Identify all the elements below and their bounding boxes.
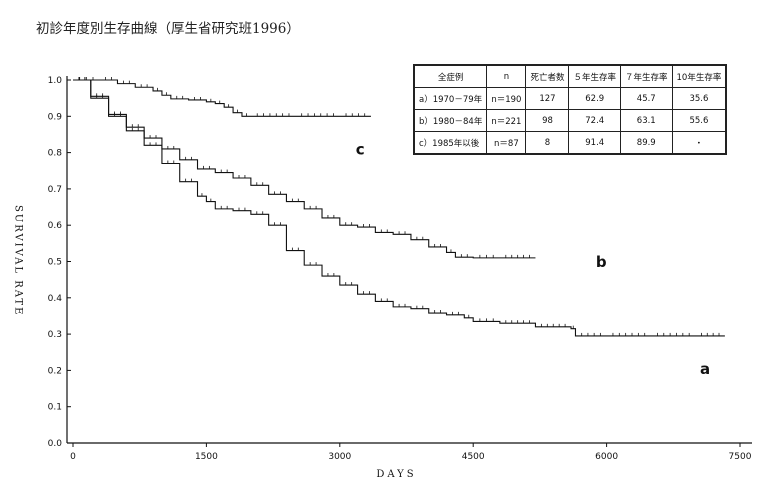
y-tick-label: 0.9 xyxy=(48,112,63,122)
x-axis-label: DAYS xyxy=(376,469,416,480)
y-tick-label: 0.0 xyxy=(48,439,63,449)
table-cell-y7: 89.9 xyxy=(620,131,673,155)
x-tick-label: 1500 xyxy=(195,452,218,462)
table-cell-y5: 62.9 xyxy=(568,87,621,110)
table-cell-y7: 63.1 xyxy=(620,109,673,132)
chart-ticks: 0.0 0.1 0.2 0.3 0.4 0.5 0.6 0.7 0.8 0.9 1.0 0 1500 30… xyxy=(48,76,752,462)
table-header-cell: n xyxy=(486,64,527,88)
page-title: 初診年度別生存曲線（厚生省研究班1996） xyxy=(36,21,300,37)
table-cell-y7: 45.7 xyxy=(620,87,673,110)
table-cell-n: n＝221 xyxy=(486,109,527,132)
table-cell-group: c）1985年以後 xyxy=(413,131,488,155)
x-tick-label: 0 xyxy=(70,452,76,462)
series-line-a xyxy=(73,79,725,337)
table-row: c）1985年以後 n＝87 8 91.4 89.9 ・ xyxy=(413,131,727,155)
y-tick-label: 1.0 xyxy=(48,76,63,86)
chart-labels: DAYS SURVIVAL RATE a b c xyxy=(13,140,711,480)
table-row: a）1970－79年 n＝190 127 62.9 45.7 35.6 xyxy=(413,87,727,110)
table-cell-deaths: 8 xyxy=(525,131,570,155)
survival-stats-table: 全症例 n 死亡者数 ５年生存率 ７年生存率 10年生存率 a）1970－79年… xyxy=(413,64,728,155)
chart-axes xyxy=(66,76,752,444)
y-tick-label: 0.7 xyxy=(48,185,62,195)
table-header-cell: ５年生存率 xyxy=(568,64,621,88)
table-cell-n: n＝87 xyxy=(486,131,527,155)
table-header-cell: 10年生存率 xyxy=(671,64,727,88)
series-line-b xyxy=(73,79,536,259)
table-header-row: 全症例 n 死亡者数 ５年生存率 ７年生存率 10年生存率 xyxy=(413,64,727,88)
y-tick-label: 0.6 xyxy=(48,221,63,231)
y-tick-label: 0.1 xyxy=(48,403,62,413)
series-label-c: c xyxy=(356,140,365,158)
y-tick-label: 0.5 xyxy=(48,258,62,268)
table-cell-y10: 55.6 xyxy=(671,109,727,132)
y-tick-label: 0.8 xyxy=(48,149,63,159)
x-tick-label: 7500 xyxy=(729,452,752,462)
series-line-c xyxy=(73,79,371,117)
x-tick-label: 4500 xyxy=(462,452,485,462)
table-cell-deaths: 127 xyxy=(525,87,570,110)
table-cell-y5: 72.4 xyxy=(568,109,621,132)
series-label-b: b xyxy=(596,253,607,271)
table-row: b）1980－84年 n＝221 98 72.4 63.1 55.6 xyxy=(413,109,727,132)
table-header-cell: ７年生存率 xyxy=(620,64,673,88)
table-header-cell: 全症例 xyxy=(413,64,488,88)
table-header-cell: 死亡者数 xyxy=(525,64,570,88)
table-cell-y10: ・ xyxy=(671,131,727,155)
table-cell-y10: 35.6 xyxy=(671,87,727,110)
y-tick-label: 0.2 xyxy=(48,366,62,376)
series-label-a: a xyxy=(700,360,710,378)
table-cell-y5: 91.4 xyxy=(568,131,621,155)
x-tick-label: 3000 xyxy=(328,452,351,462)
table-cell-deaths: 98 xyxy=(525,109,570,132)
x-tick-label: 6000 xyxy=(595,452,618,462)
table-cell-group: b）1980－84年 xyxy=(413,109,488,132)
y-tick-label: 0.4 xyxy=(48,294,63,304)
chart-curves xyxy=(73,77,725,337)
y-tick-label: 0.3 xyxy=(48,330,62,340)
table-cell-n: n＝190 xyxy=(486,87,527,110)
table-cell-group: a）1970－79年 xyxy=(413,87,488,110)
y-axis-label: SURVIVAL RATE xyxy=(13,205,24,316)
